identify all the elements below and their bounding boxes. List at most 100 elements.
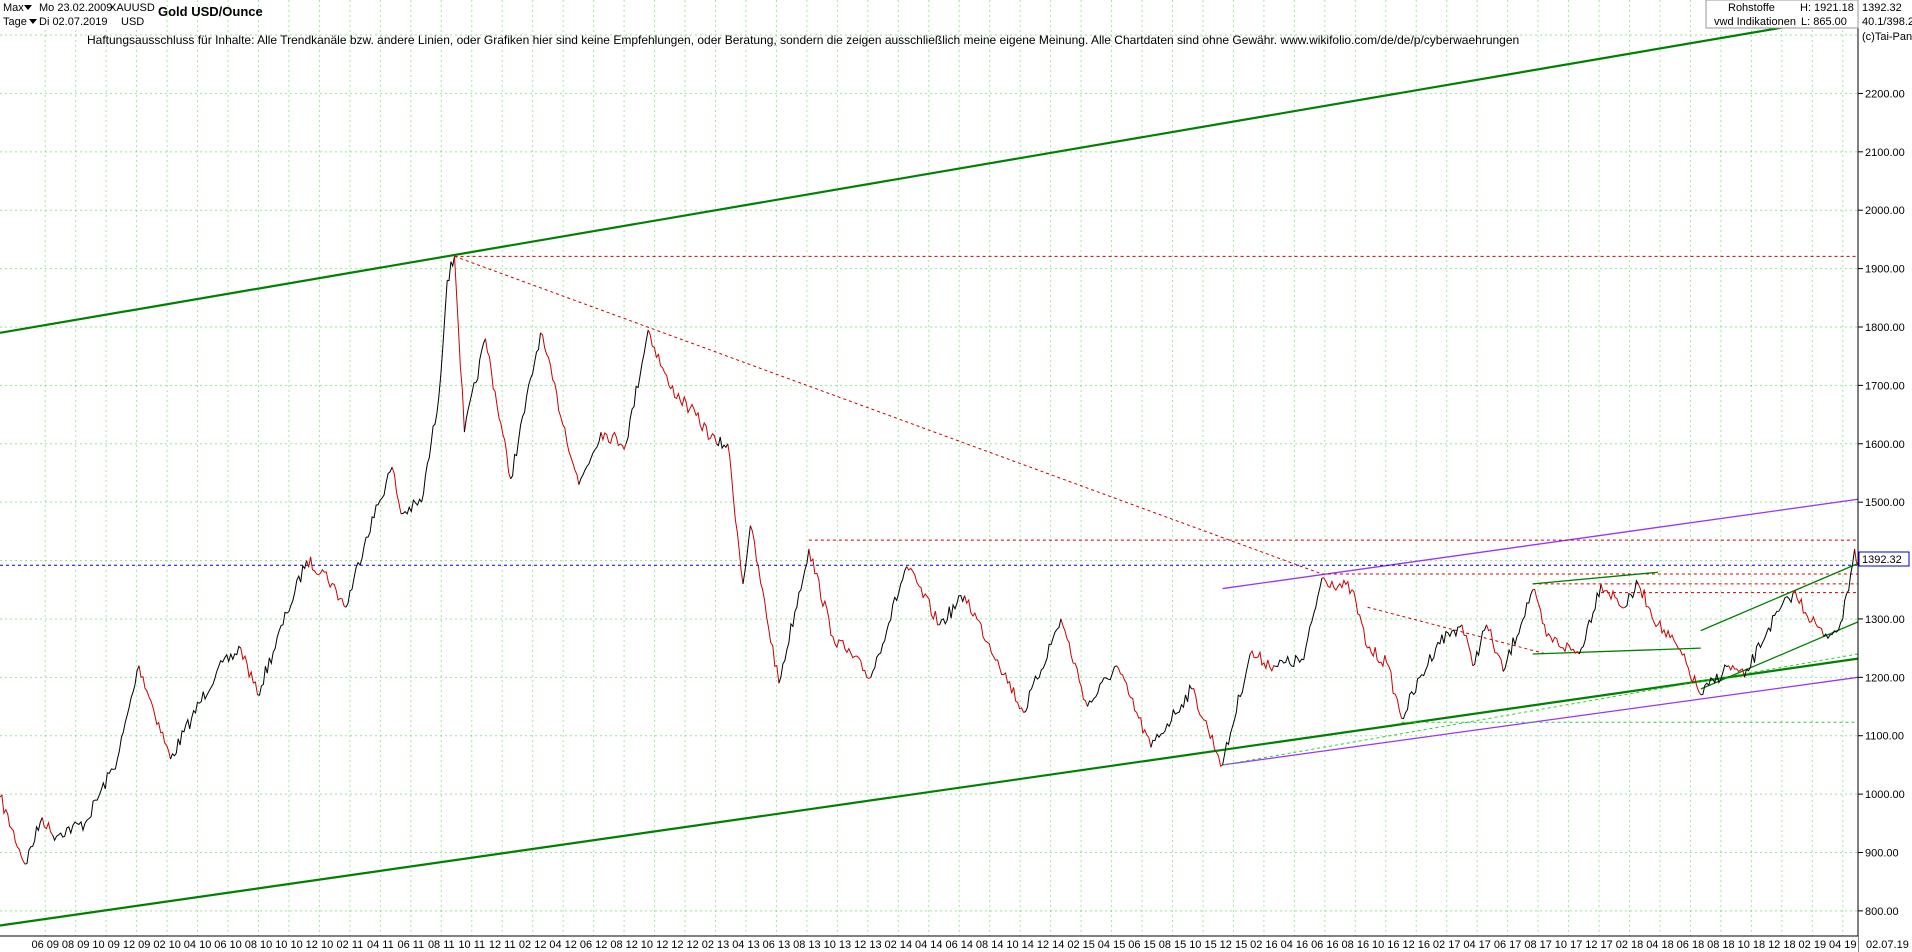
trend-line bbox=[1532, 647, 1701, 655]
x-tick-label: 08 09 bbox=[62, 939, 90, 951]
price-segment bbox=[447, 256, 455, 282]
price-segment bbox=[600, 431, 627, 451]
x-tick-label: 06 15 bbox=[1128, 939, 1156, 951]
trend-line bbox=[1222, 676, 1859, 766]
grid-layer bbox=[0, 0, 1858, 936]
currency-label: USD bbox=[121, 16, 144, 28]
x-tick-label: 08 15 bbox=[1159, 939, 1187, 951]
trend-line bbox=[1222, 653, 1859, 766]
price-segment bbox=[832, 636, 872, 679]
price-segment bbox=[52, 820, 86, 842]
symbol-label: XAUUSD bbox=[109, 2, 155, 14]
y-tick-label: 1600.00 bbox=[1865, 439, 1905, 451]
price-segment bbox=[1116, 665, 1152, 748]
y-tick-label: 2000.00 bbox=[1865, 205, 1905, 217]
price-segment bbox=[1401, 642, 1439, 720]
price-segment bbox=[964, 595, 998, 661]
price-segment bbox=[1834, 618, 1844, 633]
price-segment bbox=[540, 332, 580, 485]
price-segment bbox=[366, 466, 393, 538]
price-segment bbox=[0, 794, 26, 865]
x-tick-label: 10 16 bbox=[1372, 939, 1400, 951]
x-tick-label: 06 12 bbox=[580, 939, 608, 951]
period-dropdown[interactable]: Max bbox=[3, 2, 24, 14]
price-segment bbox=[1546, 632, 1580, 655]
price-segment bbox=[1222, 653, 1251, 765]
y-tick-label: 1100.00 bbox=[1865, 731, 1904, 743]
x-tick-label: 10 15 bbox=[1189, 939, 1217, 951]
price-segment bbox=[1367, 646, 1388, 668]
y-tick-label: 1700.00 bbox=[1865, 380, 1905, 392]
triangle-down-icon[interactable] bbox=[29, 19, 37, 24]
trend-line bbox=[1222, 498, 1859, 590]
price-segment bbox=[485, 338, 512, 479]
interval-dropdown[interactable]: Tage bbox=[3, 16, 27, 28]
source-label: vwd Indikationen bbox=[1714, 16, 1796, 28]
x-tick-label: 08 14 bbox=[976, 939, 1004, 951]
price-segment bbox=[1854, 548, 1859, 566]
y-tick-label: 1900.00 bbox=[1865, 264, 1905, 276]
price-segment bbox=[191, 671, 218, 719]
price-segment bbox=[625, 329, 649, 444]
x-tick-label: 12 10 bbox=[306, 939, 334, 951]
price-segment bbox=[1060, 618, 1088, 707]
x-tick-label: 04 13 bbox=[732, 939, 760, 951]
x-tick-label: 06 17 bbox=[1494, 939, 1522, 951]
x-tick-label: 10 17 bbox=[1555, 939, 1583, 951]
triangle-down-icon[interactable] bbox=[24, 5, 32, 10]
y-tick-label: 800.00 bbox=[1865, 906, 1899, 918]
price-segment bbox=[1437, 624, 1463, 645]
x-tick-label: 06 13 bbox=[763, 939, 791, 951]
annotation-layer bbox=[0, 13, 1859, 927]
price-segment bbox=[24, 817, 43, 865]
x-tick-label: 02 18 bbox=[1616, 939, 1644, 951]
price-segment bbox=[1842, 548, 1856, 619]
price-segment bbox=[421, 397, 440, 503]
trend-line bbox=[454, 255, 1323, 575]
price-series-layer bbox=[0, 256, 1859, 865]
price-segment bbox=[510, 332, 541, 480]
price-segment bbox=[1472, 624, 1487, 667]
price-segment bbox=[400, 498, 423, 515]
price-segment bbox=[906, 566, 940, 626]
price-segment bbox=[1087, 665, 1117, 707]
y-tick-labels: 800.00 900.00 1000.00 1100.00 1200.00 1300.00… bbox=[1858, 88, 1905, 918]
x-tick-label: 04 14 bbox=[915, 939, 943, 951]
price-segment bbox=[1768, 592, 1794, 633]
end-date-label: Di 02.07.2019 bbox=[39, 16, 108, 28]
x-tick-label: 10 13 bbox=[824, 939, 852, 951]
price-segment bbox=[727, 443, 744, 584]
last-price-tag bbox=[1858, 551, 1910, 567]
x-tick-label: 12 18 bbox=[1768, 939, 1796, 951]
header-background bbox=[0, 0, 160, 28]
category-label: Rohstoffe bbox=[1728, 2, 1775, 14]
price-segment bbox=[939, 594, 966, 626]
price-segment bbox=[216, 645, 242, 672]
x-tick-label: 12 14 bbox=[1037, 939, 1065, 951]
x-tick-label: 12 11 bbox=[489, 939, 516, 951]
price-segment bbox=[170, 717, 193, 760]
info-box bbox=[1705, 0, 1859, 29]
price-segment bbox=[306, 556, 325, 576]
trend-line bbox=[1532, 571, 1659, 585]
price-segment bbox=[1823, 630, 1835, 640]
x-tick-label: 08 17 bbox=[1524, 939, 1552, 951]
x-tick-label: 04 12 bbox=[549, 939, 577, 951]
x-tick-label: 12 13 bbox=[854, 939, 882, 951]
x-tick-label: 02 16 bbox=[1250, 939, 1278, 951]
chart-title: Gold USD/Ounce bbox=[158, 4, 263, 19]
price-segment bbox=[742, 525, 751, 584]
start-date-label: Mo 23.02.2009 bbox=[39, 2, 112, 14]
x-tick-label: 10 14 bbox=[1006, 939, 1034, 951]
x-tick-label: 02 15 bbox=[1067, 939, 1095, 951]
price-segment bbox=[41, 817, 54, 836]
price-segment bbox=[647, 329, 670, 386]
y-tick-label: 1300.00 bbox=[1865, 614, 1905, 626]
x-tick-labels: 06 09 08 09 10 09 12 09 02 10 04 10 06 10 08 10… bbox=[31, 939, 1856, 951]
price-segment bbox=[324, 571, 347, 608]
price-segment bbox=[1677, 647, 1702, 696]
high-label: H: 1921.18 bbox=[1800, 2, 1854, 14]
price-segment bbox=[1578, 583, 1602, 655]
price-segment bbox=[1728, 664, 1745, 678]
